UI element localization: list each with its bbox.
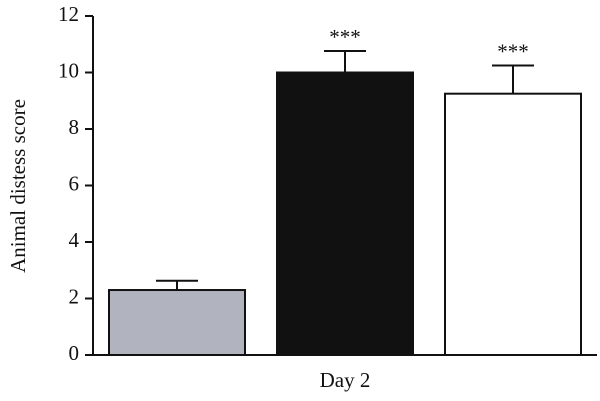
bar <box>444 92 582 356</box>
y-tick-label: 10 <box>58 58 79 82</box>
significance-label: *** <box>497 39 529 63</box>
y-tick-label: 2 <box>69 284 80 308</box>
y-tick-label: 4 <box>69 228 80 252</box>
y-tick-label: 0 <box>69 341 80 365</box>
y-tick-label: 12 <box>58 2 79 26</box>
y-tick-label: 8 <box>69 115 80 139</box>
bar <box>108 289 246 356</box>
bar <box>276 71 414 356</box>
y-tick-label: 6 <box>69 171 80 195</box>
significance-label: *** <box>329 25 361 49</box>
x-axis-label: Day 2 <box>320 368 371 392</box>
y-axis-label: Animal distess score <box>6 99 30 273</box>
